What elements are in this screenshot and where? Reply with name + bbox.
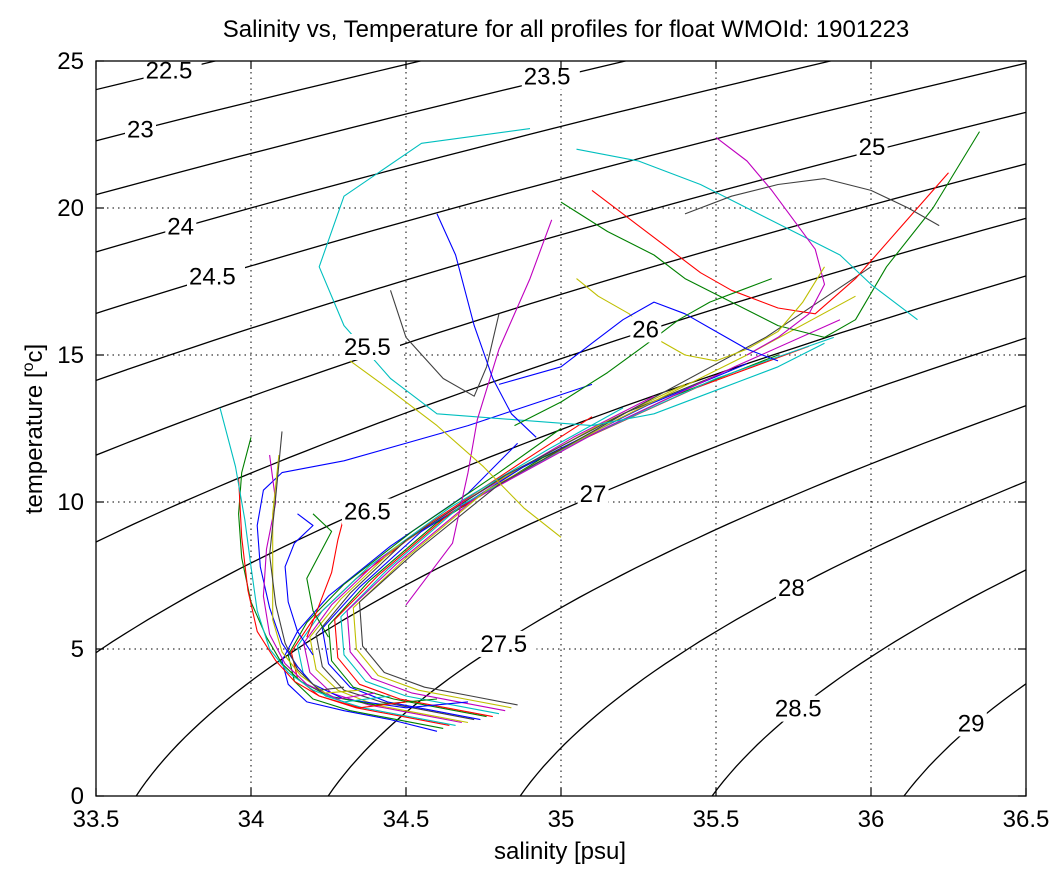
profile-series-34 xyxy=(576,266,825,362)
y-tick-label: 10 xyxy=(57,489,84,516)
profile-series-37 xyxy=(514,278,772,427)
density-contour-line xyxy=(96,275,1026,654)
contour-label-background xyxy=(478,630,537,657)
profile-series-12 xyxy=(346,319,841,712)
contour-label-background xyxy=(125,116,156,143)
contour-label-background xyxy=(776,575,807,602)
y-axis-label-unit: c] xyxy=(21,344,48,363)
contour-label-background xyxy=(165,213,197,240)
contour-label: 27 xyxy=(580,481,607,508)
contour-label: 25.5 xyxy=(344,334,391,361)
x-tick-label: 34 xyxy=(238,806,265,833)
profile-series-2 xyxy=(287,428,562,729)
profile-series-9 xyxy=(327,354,779,718)
profile-series-32 xyxy=(576,148,918,321)
profile-series-17 xyxy=(238,478,407,709)
y-tick-label: 15 xyxy=(57,342,84,369)
density-contour-line xyxy=(96,61,629,196)
contour-label: 23.5 xyxy=(524,64,571,91)
x-tick-label: 33.5 xyxy=(73,806,120,833)
x-tick-label: 35.5 xyxy=(693,806,740,833)
y-tick-label: 25 xyxy=(57,48,84,75)
profile-series-21 xyxy=(269,431,345,691)
contour-label: 24.5 xyxy=(189,263,236,290)
density-contour-line xyxy=(519,480,1026,796)
profile-series-29 xyxy=(436,213,537,438)
contour-label: 24 xyxy=(167,213,194,240)
contour-label-background xyxy=(342,334,400,360)
density-contours xyxy=(96,61,1026,796)
density-contour-labels: 22.5 23 23.5 24 24.5 25 25.5 26 26.5 27 27.5 28 28.5… xyxy=(125,57,987,737)
profile-series-33 xyxy=(715,136,826,356)
density-contour-line xyxy=(135,337,1026,796)
profile-series-7 xyxy=(315,375,717,721)
profile-series-8 xyxy=(321,363,748,721)
profile-series-35 xyxy=(684,178,940,227)
contour-label-background xyxy=(521,63,580,90)
chart-title: Salinity vs, Temperature for all profile… xyxy=(223,16,910,43)
contour-label: 25 xyxy=(859,134,886,161)
density-contour-line xyxy=(903,683,1026,796)
profile-series-3 xyxy=(290,416,593,726)
contour-label-background xyxy=(342,498,400,525)
density-contour-line xyxy=(96,62,1026,315)
contour-label: 28.5 xyxy=(775,696,822,723)
x-tick-label: 35 xyxy=(548,806,575,833)
density-contour-line xyxy=(96,61,834,253)
contour-label-background xyxy=(187,263,245,290)
contour-label: 26 xyxy=(632,316,659,343)
density-contour-line xyxy=(711,569,1026,796)
density-contour-line xyxy=(96,61,218,91)
y-axis-label: temperature [oc] xyxy=(20,344,48,514)
density-contour-line xyxy=(327,405,1026,796)
profile-series-26 xyxy=(405,219,553,606)
profile-series-15 xyxy=(256,383,593,709)
y-tick-label: 5 xyxy=(71,636,84,663)
profile-series-16 xyxy=(238,437,438,706)
profile-series-28 xyxy=(389,290,500,397)
contour-label-background xyxy=(577,481,609,507)
x-tick-label: 36 xyxy=(858,806,885,833)
y-axis-label-main: temperature [ xyxy=(21,371,48,514)
profile-series-30 xyxy=(560,131,980,338)
contour-label-background xyxy=(143,57,202,84)
contour-label-background xyxy=(955,710,987,737)
profile-series-31 xyxy=(591,172,949,315)
density-contour-line xyxy=(96,217,1026,543)
x-axis-label: salinity [psu] xyxy=(494,838,626,865)
y-tick-label: 20 xyxy=(57,195,84,222)
profile-series-22 xyxy=(284,513,314,656)
x-tick-label: 36.5 xyxy=(1003,806,1050,833)
profile-lines xyxy=(219,128,980,732)
profile-series-4 xyxy=(296,407,624,726)
contour-label-background xyxy=(856,134,888,161)
density-contour-line xyxy=(96,61,424,142)
density-contour-line xyxy=(96,111,1026,382)
profile-series-14 xyxy=(358,266,872,706)
x-axis: 33.5 34 34.5 35 35.5 36 36.5 xyxy=(73,61,1050,833)
contour-label: 29 xyxy=(958,710,985,737)
contour-label: 26.5 xyxy=(344,499,391,526)
profile-series-25 xyxy=(318,128,825,427)
y-tick-label: 0 xyxy=(71,783,84,810)
profile-series-27 xyxy=(349,360,562,538)
profile-series-18 xyxy=(219,407,391,703)
contour-label: 27.5 xyxy=(480,631,527,658)
contour-label-background xyxy=(772,695,831,722)
contour-label-background xyxy=(630,316,662,343)
contour-label: 22.5 xyxy=(146,58,193,85)
contour-label: 23 xyxy=(127,116,154,143)
profile-series-36 xyxy=(498,301,779,385)
contour-label: 28 xyxy=(778,575,805,602)
profile-series-5 xyxy=(303,395,655,724)
y-axis: 0 5 10 15 20 25 xyxy=(57,48,1026,810)
density-contour-line xyxy=(96,163,1026,456)
profile-series-13 xyxy=(352,295,856,709)
x-tick-label: 34.5 xyxy=(383,806,430,833)
y-axis-label-superscript: o xyxy=(20,362,37,371)
profile-series-11 xyxy=(340,336,834,715)
